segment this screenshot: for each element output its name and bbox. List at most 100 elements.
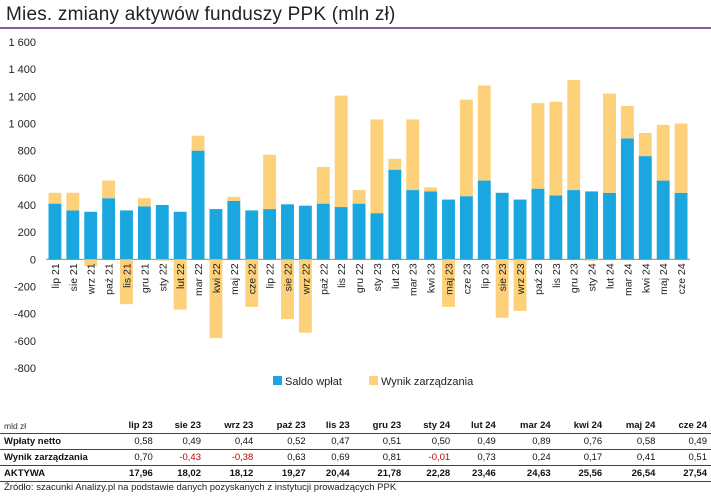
table-cell: 0,49 bbox=[454, 433, 500, 450]
bar-saldo bbox=[424, 191, 438, 260]
table-cell: 20,44 bbox=[309, 465, 354, 482]
x-tick-label: kwi 23 bbox=[426, 263, 438, 293]
x-tick-label: lis 21 bbox=[122, 263, 134, 288]
bar-saldo bbox=[102, 198, 116, 260]
bar-saldo bbox=[603, 192, 616, 260]
bar-saldo bbox=[567, 190, 581, 260]
bar-saldo bbox=[137, 206, 151, 260]
bar-saldo bbox=[120, 210, 133, 260]
table-cell: 27,54 bbox=[659, 465, 711, 482]
table-col-header: sty 24 bbox=[423, 420, 451, 431]
bar-wynik bbox=[102, 180, 116, 199]
table-col-header: cze 24 bbox=[678, 420, 707, 431]
bar-wynik bbox=[352, 190, 366, 204]
x-axis-labels: lip 21 sie 21 wrz 21 paź 21 lis 21 gru 21 sty … bbox=[50, 263, 688, 296]
table-cell: 22,28 bbox=[405, 465, 455, 482]
title-underline bbox=[0, 27, 711, 29]
bar-wynik bbox=[191, 135, 205, 151]
x-tick-label: mar 24 bbox=[622, 263, 634, 296]
bar-wynik bbox=[84, 259, 98, 267]
bar-saldo bbox=[370, 213, 384, 260]
x-tick-label: sty 24 bbox=[587, 263, 599, 291]
table-cell: 23,46 bbox=[454, 465, 500, 482]
x-tick-label: cze 23 bbox=[461, 263, 473, 294]
bar-saldo bbox=[656, 180, 670, 260]
bar-saldo bbox=[334, 207, 348, 260]
bar-wynik bbox=[638, 133, 652, 157]
bar-saldo bbox=[84, 211, 98, 260]
table-cell: 21,78 bbox=[353, 465, 406, 482]
table-col-header: lut 24 bbox=[471, 420, 496, 431]
x-tick-label: kwi 22 bbox=[211, 263, 223, 293]
table-cell: 0,44 bbox=[205, 433, 258, 450]
x-tick-label: sie 22 bbox=[283, 263, 295, 291]
x-tick-label: gru 21 bbox=[139, 263, 151, 293]
bar-wynik bbox=[620, 105, 634, 139]
bar-saldo bbox=[298, 205, 312, 260]
table-cell: -0,01 bbox=[405, 449, 455, 466]
bar-saldo bbox=[459, 196, 473, 260]
table-col-header: kwi 24 bbox=[573, 420, 603, 431]
x-tick-label: mar 23 bbox=[408, 263, 420, 296]
legend-swatch-saldo bbox=[273, 376, 282, 385]
bar-wynik bbox=[370, 119, 384, 214]
table-row-aktywa: AKTYWA 17,96 18,02 18,12 19,27 20,44 21,… bbox=[0, 465, 711, 482]
table-cell: 0,52 bbox=[257, 433, 310, 450]
table-col-header: mar 24 bbox=[520, 420, 551, 431]
bar-saldo bbox=[388, 169, 402, 260]
bar-saldo bbox=[674, 192, 688, 260]
table-unit-label: mld zł bbox=[4, 420, 27, 431]
bar-wynik bbox=[298, 259, 312, 333]
bar-saldo bbox=[477, 180, 491, 260]
bar-wynik bbox=[155, 259, 169, 261]
table-row-label: Wynik zarządzania bbox=[0, 449, 112, 466]
table-cell: 19,27 bbox=[257, 465, 310, 482]
table-row-wynik: Wynik zarządzania 0,70 -0,43 -0,38 0,63 … bbox=[0, 449, 711, 466]
bar-saldo bbox=[281, 204, 294, 260]
bar-wynik bbox=[48, 192, 62, 204]
table-col-header: maj 24 bbox=[625, 420, 656, 431]
bars bbox=[48, 80, 688, 339]
bar-saldo bbox=[245, 210, 259, 260]
table-cell: 0,76 bbox=[554, 433, 607, 450]
x-tick-label: sie 23 bbox=[497, 263, 509, 291]
bar-wynik bbox=[442, 259, 455, 307]
table-header-row: mld zł lip 23 sie 23 wrz 23 paź 23 lis 2… bbox=[0, 418, 711, 434]
table-col-header: paź 23 bbox=[276, 420, 306, 431]
bar-wynik bbox=[477, 85, 491, 181]
table-cell: 18,12 bbox=[205, 465, 258, 482]
table-row-wplaty: Wpłaty netto 0,58 0,49 0,44 0,52 0,47 0,… bbox=[0, 433, 711, 450]
table-cell: 0,41 bbox=[606, 449, 660, 466]
y-tick-label: -200 bbox=[14, 282, 36, 294]
y-tick-label: 200 bbox=[18, 227, 36, 239]
bar-wynik bbox=[656, 124, 670, 181]
x-tick-label: maj 24 bbox=[658, 263, 670, 295]
bar-saldo bbox=[620, 138, 634, 260]
bar-saldo bbox=[316, 203, 330, 260]
table-cell: 0,51 bbox=[659, 449, 711, 466]
y-tick-label: 800 bbox=[18, 146, 36, 158]
bar-wynik bbox=[173, 259, 187, 310]
table-cell: 0,89 bbox=[499, 433, 555, 450]
table-cell: 0,47 bbox=[309, 433, 354, 450]
table-row-label: Wpłaty netto bbox=[0, 433, 112, 450]
table-cell: 0,58 bbox=[606, 433, 660, 450]
source-note: Źródło: szacunki Analizy.pl na podstawie… bbox=[4, 482, 397, 493]
table-cell: 0,50 bbox=[405, 433, 455, 450]
x-tick-label: gru 23 bbox=[569, 263, 581, 293]
bar-saldo bbox=[638, 156, 652, 260]
x-tick-label: paź 21 bbox=[104, 263, 116, 295]
bar-wynik bbox=[316, 166, 330, 204]
x-tick-label: wrz 21 bbox=[86, 263, 98, 295]
table-cell: 17,96 bbox=[112, 465, 157, 482]
bar-wynik bbox=[281, 259, 294, 320]
x-tick-label: cze 24 bbox=[676, 263, 688, 294]
table-cell: 0,17 bbox=[554, 449, 607, 466]
table-cell: 25,56 bbox=[554, 465, 607, 482]
table-col-header: sie 23 bbox=[174, 420, 201, 431]
legend-label-saldo: Saldo wpłat bbox=[285, 376, 342, 388]
table-col-header: lis 23 bbox=[325, 420, 350, 431]
table-cell: 18,02 bbox=[156, 465, 205, 482]
bar-saldo bbox=[513, 199, 527, 260]
bar-saldo bbox=[585, 191, 599, 260]
